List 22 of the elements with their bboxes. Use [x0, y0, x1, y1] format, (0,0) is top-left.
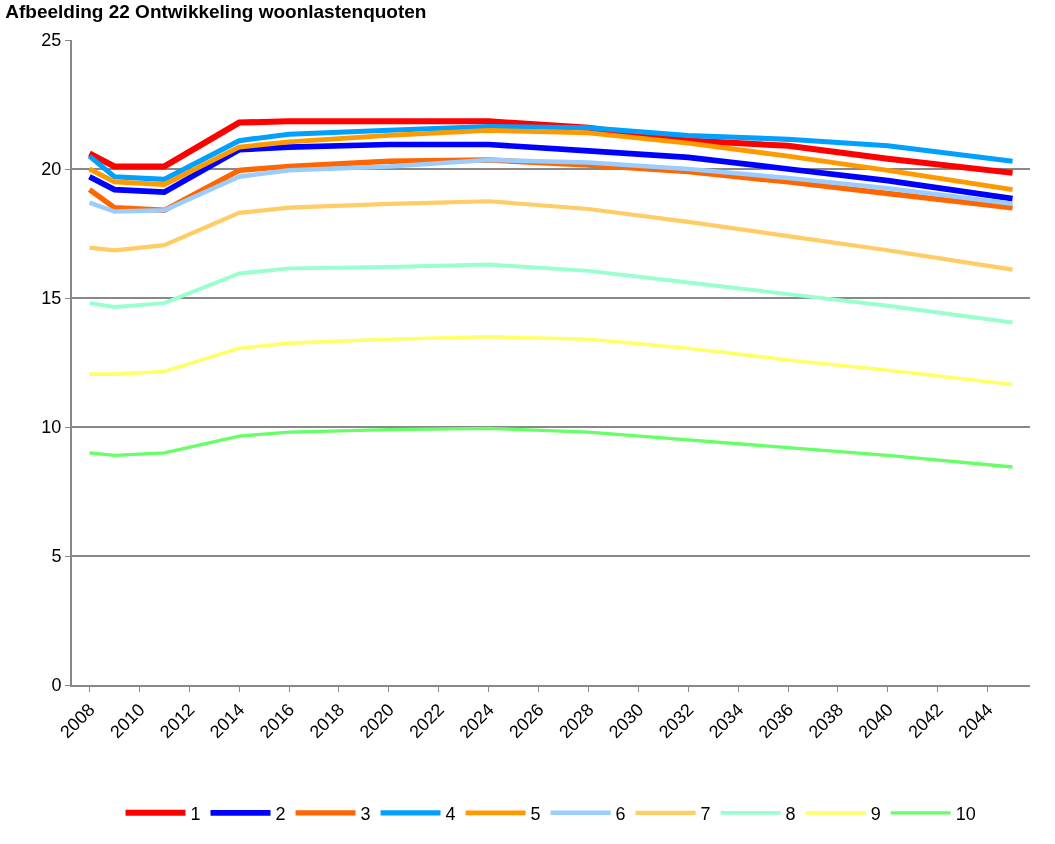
- line-series: [87, 262, 1015, 325]
- legend-label: 9: [870, 803, 881, 824]
- legend-label: 8: [785, 803, 796, 824]
- legend-label: 3: [360, 803, 371, 824]
- y-tick-label: 0: [51, 675, 62, 696]
- legend-label: 2: [275, 803, 286, 824]
- y-tick-label: 25: [41, 30, 62, 51]
- chart-title: Afbeelding 22 Ontwikkeling woonlastenquoten: [5, 0, 427, 22]
- legend-label: 7: [700, 803, 711, 824]
- y-tick-label: 20: [41, 159, 62, 180]
- y-tick-label: 15: [41, 288, 62, 309]
- y-tick-label: 5: [51, 546, 62, 567]
- line-series: [87, 127, 1015, 193]
- legend-label: 10: [955, 803, 976, 824]
- line-series: [87, 334, 1015, 387]
- legend-label: 1: [190, 803, 201, 824]
- y-tick-label: 10: [41, 417, 62, 438]
- legend-label: 4: [445, 803, 456, 824]
- legend-label: 6: [615, 803, 626, 824]
- line-series: [87, 426, 1015, 469]
- legend-label: 5: [530, 803, 541, 824]
- line-series: [87, 199, 1015, 272]
